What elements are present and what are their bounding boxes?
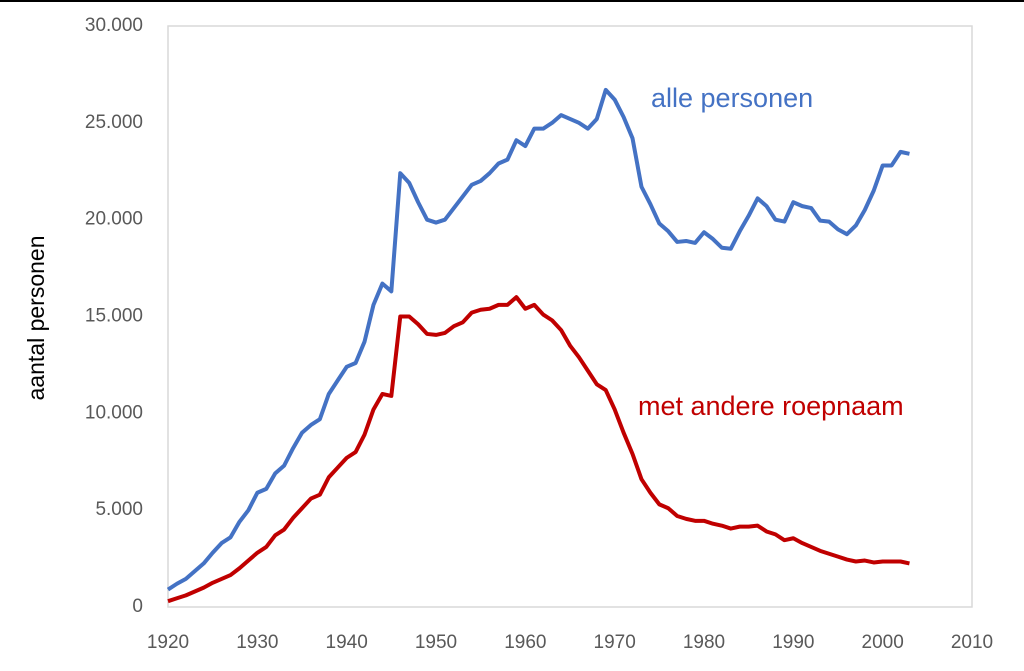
series-line (167, 295, 910, 604)
y-tick-label: 20.000 (85, 209, 143, 230)
x-tick-label: 1920 (147, 632, 189, 653)
x-tick-label: 1970 (594, 632, 636, 653)
series-line (166, 87, 910, 592)
x-tick-label: 1950 (415, 632, 457, 653)
y-tick-label: 5.000 (95, 499, 143, 520)
series-label: alle personen (651, 83, 813, 113)
x-tick-label: 1940 (326, 632, 368, 653)
x-tick-label: 2010 (951, 632, 993, 653)
y-tick-label: 15.000 (85, 306, 143, 327)
y-tick-label: 25.000 (85, 112, 143, 133)
y-tick-label: 10.000 (85, 402, 143, 423)
plot-area (167, 25, 973, 608)
x-tick-label: 1960 (504, 632, 546, 653)
x-tick-label: 2000 (862, 632, 904, 653)
y-tick-label: 30.000 (85, 15, 143, 36)
x-tick-label: 1980 (683, 632, 725, 653)
y-axis-label: aantal personen (23, 236, 49, 401)
x-tick-label: 1990 (772, 632, 814, 653)
y-tick-label: 0 (132, 596, 143, 617)
series-label: met andere roepnaam (638, 391, 904, 421)
x-tick-label: 1930 (236, 632, 278, 653)
